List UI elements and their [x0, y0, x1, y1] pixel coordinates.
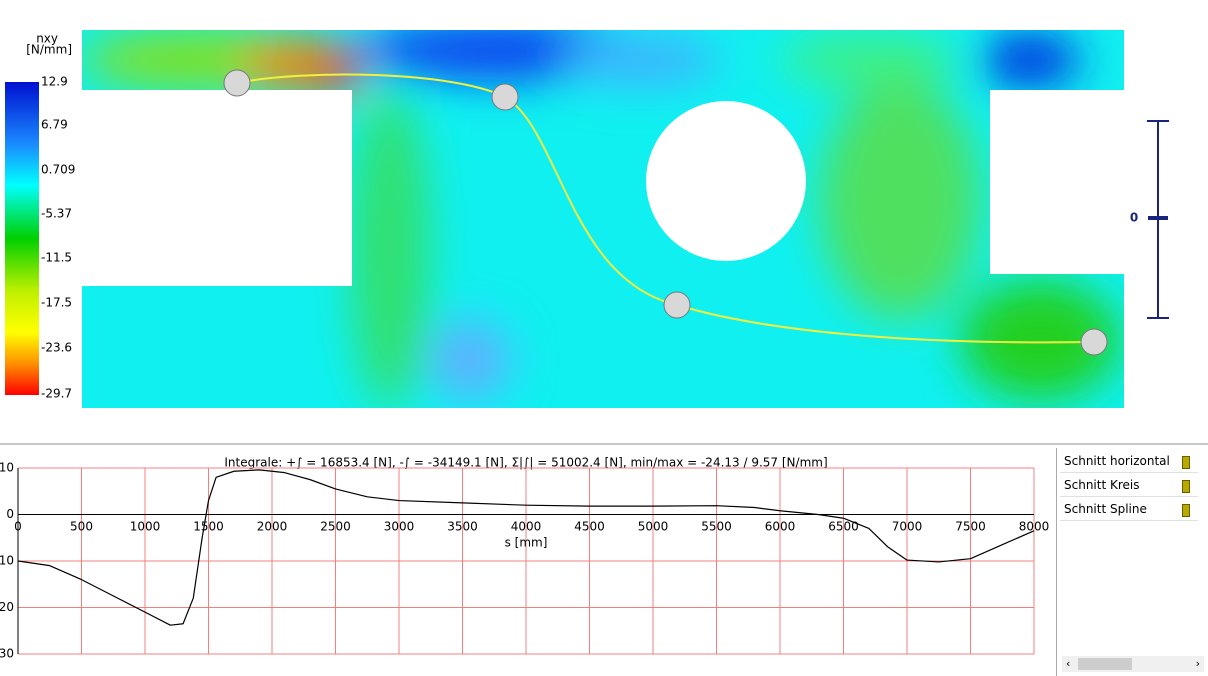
y-tick-label: 0	[6, 507, 14, 521]
spline-handles[interactable]	[223, 69, 1108, 356]
x-tick-label: 8000	[1019, 520, 1050, 534]
x-tick-label: 6500	[828, 520, 859, 534]
x-tick-label: 2000	[257, 520, 288, 534]
legend-label: -11.5	[41, 251, 72, 265]
x-axis-label: s [mm]	[505, 536, 548, 550]
item-label: Schnitt Kreis	[1064, 478, 1140, 492]
x-tick-label: 5000	[638, 520, 669, 534]
item-icon	[1182, 480, 1190, 493]
item-label: Schnitt horizontal	[1064, 454, 1170, 468]
legend-label: -5.37	[41, 207, 72, 221]
scale-bar	[1147, 120, 1169, 319]
x-tick-label: 5500	[701, 520, 732, 534]
chart: Integrale: +∫ = 16853.4 [N], -∫ = -34149…	[0, 456, 1050, 661]
scrollbar[interactable]: ‹ ›	[1062, 656, 1204, 672]
data-line	[17, 469, 1035, 626]
list-item[interactable]: Schnitt Kreis	[1060, 474, 1198, 497]
legend-unit: [N/mm]	[26, 43, 72, 57]
contour-field	[82, 30, 1124, 408]
legend-label: 0.709	[41, 163, 75, 177]
x-tick-label: 4500	[574, 520, 605, 534]
contour-view: nxy [N/mm] 0 12.9 6.79 0.709 -5.37 -11.5 -17.…	[5, 30, 1169, 408]
x-tick-label: 7500	[955, 520, 986, 534]
y-tick-label: 10	[0, 461, 14, 475]
x-tick-label: 1500	[193, 520, 224, 534]
x-tick-label: 500	[70, 520, 93, 534]
x-tick-label: 1000	[130, 520, 161, 534]
y-tick-label: -20	[0, 600, 14, 614]
colorbar	[5, 82, 39, 395]
item-icon	[1182, 456, 1190, 469]
list-item[interactable]: Schnitt Spline	[1060, 498, 1198, 521]
list-item[interactable]: Schnitt horizontal	[1060, 450, 1198, 473]
legend-label: -17.5	[41, 296, 72, 310]
y-tick-label: -10	[0, 554, 14, 568]
y-tick-label: -30	[0, 647, 14, 661]
x-tick-label: 7000	[892, 520, 923, 534]
splitter[interactable]	[0, 443, 1208, 445]
x-tick-label: 2500	[320, 520, 351, 534]
legend-label: -23.6	[41, 341, 72, 355]
x-tick-label: 3000	[384, 520, 415, 534]
legend-title: nxy	[36, 32, 58, 46]
legend-label: -29.7	[41, 387, 72, 401]
x-tick-label: 6000	[765, 520, 796, 534]
spline	[236, 73, 1095, 344]
legend-label: 6.79	[41, 118, 68, 132]
scale-label: 0	[1130, 211, 1138, 225]
x-tick-label: 3500	[447, 520, 478, 534]
legend-label: 12.9	[41, 75, 68, 89]
chart-title: Integrale: +∫ = 16853.4 [N], -∫ = -34149…	[224, 456, 827, 470]
list-panel	[1056, 448, 1208, 676]
item-icon	[1182, 504, 1190, 517]
item-label: Schnitt Spline	[1064, 502, 1147, 516]
x-tick-label: 4000	[511, 520, 542, 534]
